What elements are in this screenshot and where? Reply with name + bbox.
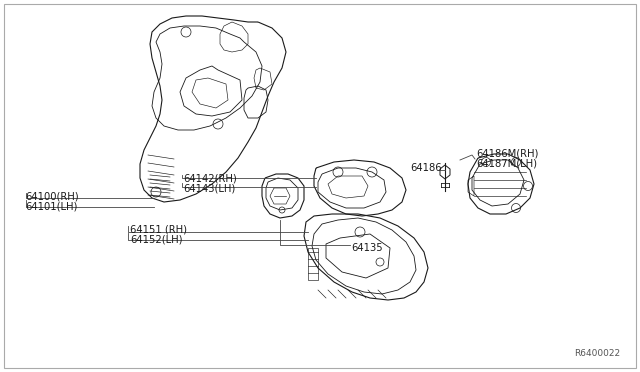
Text: 64187M(LH): 64187M(LH) bbox=[476, 158, 537, 168]
Text: 64186: 64186 bbox=[410, 163, 442, 173]
Text: 64142(RH): 64142(RH) bbox=[183, 173, 237, 183]
Text: R6400022: R6400022 bbox=[574, 349, 620, 358]
Text: 64152(LH): 64152(LH) bbox=[130, 234, 182, 244]
Text: 64100(RH): 64100(RH) bbox=[25, 191, 79, 201]
Text: 64186M(RH): 64186M(RH) bbox=[476, 148, 538, 158]
Text: 64101(LH): 64101(LH) bbox=[25, 201, 77, 211]
Text: 64135: 64135 bbox=[351, 243, 383, 253]
Text: 64143(LH): 64143(LH) bbox=[183, 183, 236, 193]
Text: 64151 (RH): 64151 (RH) bbox=[130, 224, 187, 234]
